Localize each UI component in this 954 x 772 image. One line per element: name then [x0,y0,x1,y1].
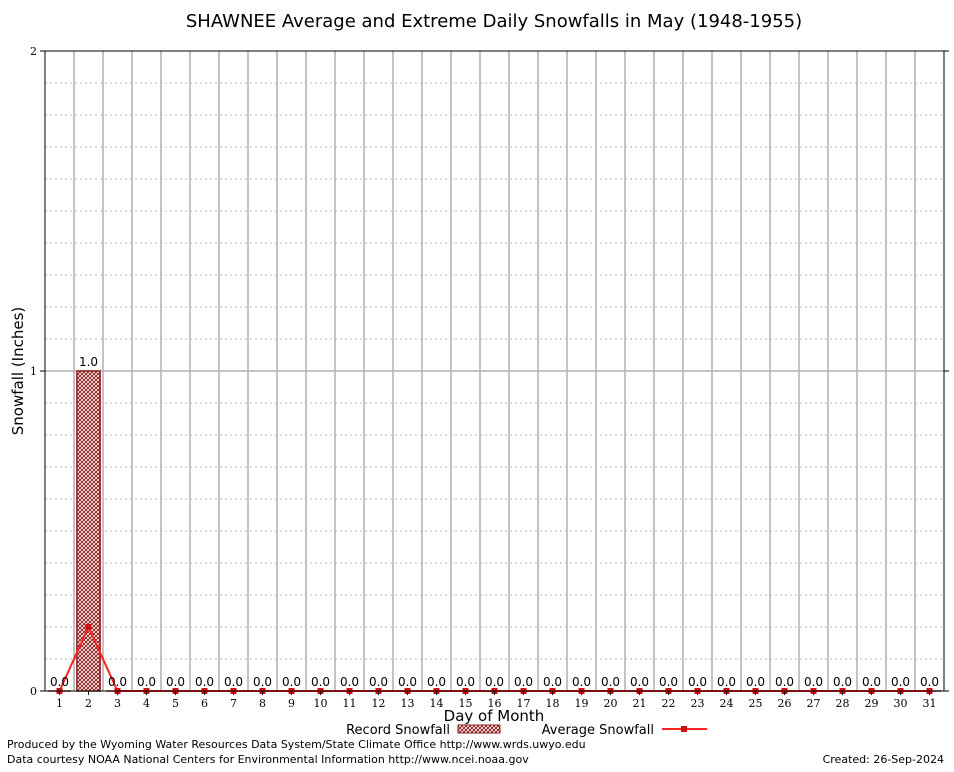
x-tick-label-8: 8 [259,697,266,710]
data-label-day-21: 0.0 [630,675,649,689]
x-tick-label-21: 21 [633,697,647,710]
x-tick-label-17: 17 [517,697,531,710]
data-label-day-29: 0.0 [862,675,881,689]
x-tick-label-30: 30 [894,697,908,710]
x-tick-label-13: 13 [401,697,415,710]
data-label-day-22: 0.0 [659,675,678,689]
data-label-day-27: 0.0 [804,675,823,689]
chart-title: SHAWNEE Average and Extreme Daily Snowfa… [186,11,802,32]
x-tick-label-10: 10 [314,697,328,710]
y-tick-label: 1 [30,365,37,378]
x-tick-label-18: 18 [546,697,560,710]
x-tick-label-6: 6 [201,697,208,710]
footer-courtesy: Data courtesy NOAA National Centers for … [7,753,529,766]
x-tick-label-29: 29 [865,697,879,710]
data-label-day-28: 0.0 [833,675,852,689]
footer-created: Created: 26-Sep-2024 [823,753,944,766]
data-label-day-4: 0.0 [137,675,156,689]
data-label-day-12: 0.0 [369,675,388,689]
data-label-day-9: 0.0 [282,675,301,689]
data-label-day-15: 0.0 [456,675,475,689]
data-label-day-26: 0.0 [775,675,794,689]
data-label-day-2: 1.0 [79,355,98,369]
legend-average-label: Average Snowfall [542,723,654,738]
x-tick-label-9: 9 [288,697,295,710]
x-tick-label-25: 25 [749,697,763,710]
x-tick-label-12: 12 [372,697,386,710]
x-tick-label-27: 27 [807,697,821,710]
x-tick-label-19: 19 [575,697,589,710]
data-label-day-14: 0.0 [427,675,446,689]
x-tick-label-5: 5 [172,697,179,710]
x-tick-label-15: 15 [459,697,473,710]
x-tick-label-16: 16 [488,697,502,710]
x-tick-label-28: 28 [836,697,850,710]
x-tick-label-1: 1 [56,697,63,710]
data-label-day-7: 0.0 [224,675,243,689]
x-tick-label-2: 2 [85,697,92,710]
data-label-day-16: 0.0 [485,675,504,689]
footer-produced-by: Produced by the Wyoming Water Resources … [7,738,586,751]
legend-record-swatch [457,724,501,734]
data-label-day-23: 0.0 [688,675,707,689]
data-label-day-5: 0.0 [166,675,185,689]
data-label-day-18: 0.0 [543,675,562,689]
y-tick-label: 2 [30,45,37,58]
data-label-day-3: 0.0 [108,675,127,689]
data-label-day-30: 0.0 [891,675,910,689]
data-label-day-20: 0.0 [601,675,620,689]
x-tick-label-23: 23 [691,697,705,710]
label-layer: 0.0 1.0 0.0 0.0 0.0 0.0 0.0 0.0 0.0 0.0 0.0 0.0 0.0 0… [50,355,939,689]
data-label-day-10: 0.0 [311,675,330,689]
x-tick-label-26: 26 [778,697,792,710]
x-tick-label-14: 14 [430,697,444,710]
data-label-day-19: 0.0 [572,675,591,689]
x-tick-label-20: 20 [604,697,618,710]
data-label-day-13: 0.0 [398,675,417,689]
average-point-day-2 [85,624,92,630]
x-tick-label-4: 4 [143,697,150,710]
data-label-day-25: 0.0 [746,675,765,689]
x-tick-label-3: 3 [114,697,121,710]
data-label-day-11: 0.0 [340,675,359,689]
data-label-day-31: 0.0 [920,675,939,689]
legend: Record Snowfall Average Snowfall [346,723,707,738]
x-tick-label-11: 11 [343,697,357,710]
x-tick-label-7: 7 [230,697,237,710]
x-axis-label: Day of Month [444,707,545,725]
x-tick-label-24: 24 [720,697,734,710]
legend-average-marker [681,726,687,732]
grid-layer [45,51,944,691]
y-tick-label: 0 [30,685,37,698]
data-label-day-6: 0.0 [195,675,214,689]
data-label-day-1: 0.0 [50,675,69,689]
x-tick-label-22: 22 [662,697,676,710]
x-tick-label-31: 31 [923,697,937,710]
legend-record-label: Record Snowfall [346,723,450,738]
y-axis-label: Snowfall (Inches) [9,307,27,435]
data-label-day-17: 0.0 [514,675,533,689]
data-label-day-8: 0.0 [253,675,272,689]
data-label-day-24: 0.0 [717,675,736,689]
